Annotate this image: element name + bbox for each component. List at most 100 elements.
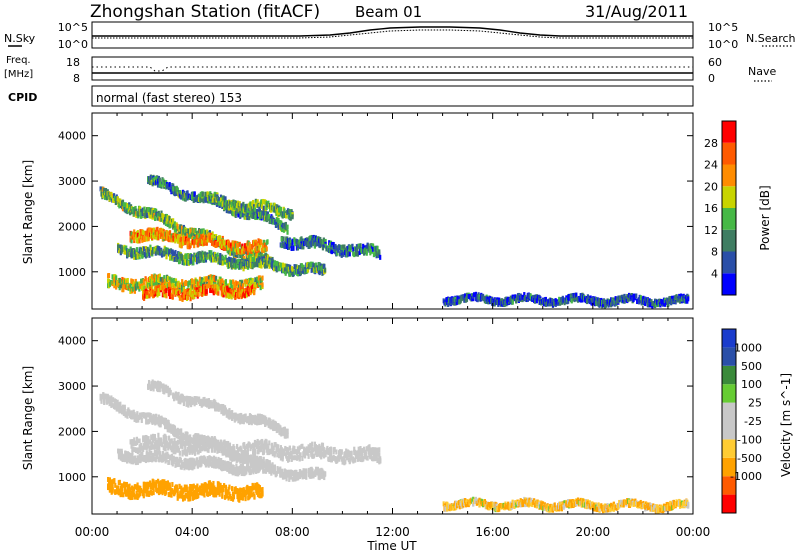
y-tick-label: 3000	[58, 175, 86, 188]
echo-cell	[529, 293, 532, 299]
echo-cell	[167, 419, 170, 425]
echo-cell	[137, 211, 140, 217]
echo-cell	[157, 250, 160, 256]
echo-cell	[258, 206, 261, 212]
echo-cell	[371, 246, 375, 252]
echo-cell	[103, 194, 107, 200]
echo-cell	[130, 238, 133, 244]
echo-cell	[262, 448, 266, 454]
echo-cell	[186, 190, 189, 196]
echo-cell	[227, 287, 230, 293]
echo-cell	[261, 282, 264, 288]
echo-cell	[227, 440, 230, 446]
echo-cell	[164, 439, 167, 445]
echo-cell	[173, 425, 177, 431]
echo-cell	[193, 239, 197, 245]
y-tick-label: 1000	[58, 266, 86, 279]
power-colorbar-label: Power [dB]	[758, 185, 772, 250]
echo-cell	[199, 257, 202, 263]
echo-cell	[192, 197, 195, 203]
power-colorbar-tick: 20	[704, 180, 718, 193]
echo-cell	[444, 301, 447, 307]
echo-cell	[481, 293, 485, 299]
echo-cell	[285, 263, 288, 269]
echo-cell	[284, 270, 287, 276]
echo-cell	[164, 446, 167, 452]
echo-cell	[261, 256, 264, 262]
echo-cell	[323, 267, 327, 273]
echo-cell	[165, 287, 168, 293]
echo-cell	[337, 247, 340, 253]
echo-cell	[117, 282, 120, 288]
echo-cell	[133, 288, 136, 294]
echo-cell	[138, 444, 141, 450]
echo-cell	[189, 288, 192, 294]
echo-cell	[129, 439, 132, 445]
echo-cell	[209, 274, 212, 280]
echo-cell	[257, 445, 260, 451]
echo-cell	[256, 438, 259, 444]
echo-cell	[249, 209, 253, 215]
echo-cell	[120, 405, 123, 411]
echo-cell	[193, 243, 196, 249]
echo-cell	[134, 205, 137, 211]
echo-cell	[176, 256, 179, 262]
echo-cell	[252, 199, 255, 205]
echo-cell	[213, 438, 216, 444]
echo-cell	[159, 213, 162, 219]
echo-cell	[133, 254, 136, 260]
echo-cell	[186, 431, 189, 437]
echo-cell	[249, 277, 252, 283]
echo-cell	[158, 273, 161, 279]
echo-cell	[141, 237, 144, 243]
echo-cell	[291, 267, 294, 273]
echo-cell	[194, 227, 197, 233]
echo-cell	[558, 296, 561, 302]
echo-cell	[300, 263, 303, 269]
echo-cell	[268, 460, 271, 466]
echo-cell	[146, 231, 149, 237]
echo-cell	[203, 232, 206, 238]
echo-cell	[163, 292, 166, 298]
echo-cell	[142, 250, 145, 256]
power-colorbar-swatch	[722, 229, 736, 252]
echo-cell	[146, 251, 149, 257]
echo-cell	[289, 239, 292, 245]
echo-cell	[204, 197, 207, 203]
echo-cell	[166, 218, 169, 224]
echo-cell	[266, 239, 269, 245]
echo-cell	[137, 448, 140, 454]
echo-cell	[174, 449, 177, 455]
echo-cell	[207, 279, 211, 285]
echo-cell	[145, 435, 148, 441]
echo-cell	[240, 447, 243, 453]
echo-cell	[168, 276, 171, 282]
echo-cell	[237, 281, 240, 287]
echo-cell	[602, 302, 605, 308]
echo-cell	[256, 279, 259, 285]
echo-cell	[121, 276, 124, 282]
echo-cell	[267, 200, 270, 206]
echo-cell	[147, 248, 150, 254]
echo-cell	[295, 239, 299, 245]
echo-cell	[157, 277, 161, 283]
echo-cell	[257, 449, 260, 455]
echo-cell	[300, 236, 303, 242]
echo-cell	[142, 230, 145, 236]
echo-cell	[258, 204, 261, 210]
echo-cell	[289, 215, 292, 221]
echo-cell	[236, 253, 239, 259]
echo-cell	[321, 245, 325, 251]
noise-left-tick-top: 10^5	[58, 21, 88, 34]
echo-cell	[343, 244, 346, 250]
echo-cell	[644, 301, 647, 307]
echo-cell	[177, 447, 181, 453]
echo-cell	[193, 256, 196, 262]
echo-cell	[354, 251, 358, 257]
freq-left-tick-bottom: 8	[73, 72, 80, 85]
echo-cell	[243, 248, 246, 254]
echo-cell	[195, 259, 199, 265]
echo-cell	[157, 235, 160, 241]
y-tick-label: 2000	[58, 220, 86, 233]
